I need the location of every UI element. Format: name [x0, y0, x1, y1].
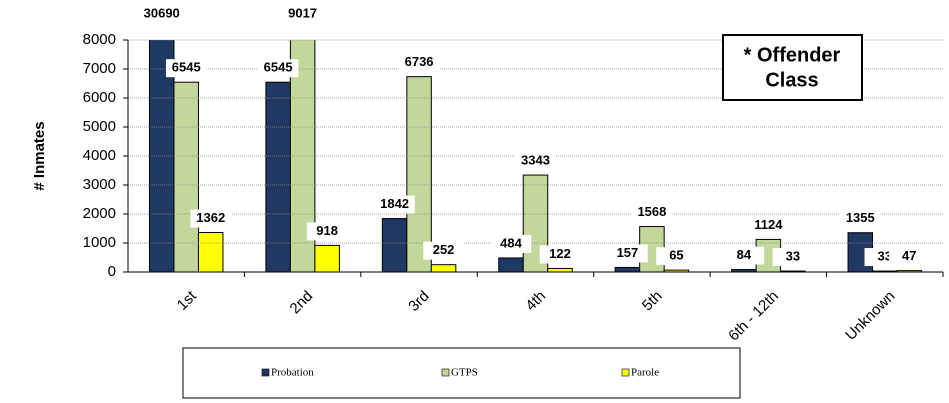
bar	[614, 266, 641, 272]
value-label-bg	[723, 246, 765, 265]
bar	[430, 264, 457, 272]
value-label: 1124	[754, 217, 783, 232]
bar	[547, 267, 573, 272]
y-tick-label: 7000	[83, 60, 116, 77]
legend-label: Probation	[271, 367, 314, 379]
value-label: 918	[316, 223, 338, 238]
value-label: 252	[433, 242, 455, 257]
value-label: 3343	[521, 152, 550, 167]
value-label: 33	[786, 248, 800, 263]
x-tick-label: 1st	[174, 287, 201, 314]
value-label: 6545	[264, 60, 293, 75]
value-label: 1355	[846, 210, 875, 225]
x-tick-label: 3rd	[405, 288, 432, 315]
value-label: 9017	[288, 5, 317, 20]
value-label-bg	[141, 5, 182, 23]
bar	[148, 40, 175, 272]
value-label-bg	[374, 195, 415, 214]
value-label-bg	[490, 234, 532, 253]
value-label: 6736	[405, 54, 434, 69]
value-label-bg	[656, 247, 697, 266]
legend-swatch	[261, 368, 270, 377]
x-tick-label: 5th	[639, 288, 666, 315]
value-label-bg	[539, 245, 581, 264]
legend-swatch	[621, 368, 630, 377]
value-label: 1842	[380, 196, 409, 211]
value-label: 6545	[172, 60, 201, 75]
value-label-bg	[607, 244, 648, 263]
y-tick-label: 5000	[83, 118, 116, 135]
bar	[197, 232, 224, 272]
value-label-bg	[889, 247, 930, 266]
y-tick-label: 2000	[83, 205, 116, 222]
value-label: 84	[737, 247, 752, 262]
bar	[265, 81, 291, 272]
bar	[314, 244, 340, 272]
y-tick-label: 4000	[83, 147, 116, 164]
bar	[381, 218, 408, 272]
y-tick-label: 1000	[83, 234, 116, 251]
value-label: 30690	[144, 5, 180, 20]
bar	[498, 257, 524, 272]
value-label-bg	[772, 248, 814, 267]
value-label-bg	[515, 152, 556, 171]
bar	[406, 76, 432, 272]
annotation: Class	[765, 69, 818, 91]
value-label: 47	[902, 248, 916, 263]
legend-label: Parole	[631, 367, 659, 379]
value-label: 1362	[196, 210, 225, 225]
value-label-bg	[840, 209, 881, 228]
legend-swatch	[441, 368, 450, 377]
value-label: 1568	[637, 204, 666, 219]
y-tick-label: 8000	[83, 31, 116, 48]
x-tick-label: 4th	[522, 288, 549, 315]
value-label: 65	[669, 248, 683, 263]
y-tick-label: 0	[108, 263, 116, 280]
y-tick-label: 6000	[83, 89, 116, 106]
value-label-bg	[423, 241, 464, 260]
legend-box	[182, 347, 741, 399]
annotation-box	[722, 34, 863, 101]
x-tick-label: 2nd	[287, 288, 317, 318]
value-label-bg	[257, 59, 299, 78]
value-label: 484	[500, 235, 522, 250]
value-label: 33	[878, 248, 892, 263]
value-label-bg	[306, 222, 348, 241]
value-label: 157	[617, 245, 639, 260]
value-label-bg	[190, 209, 231, 228]
annotation: * Offender	[744, 44, 841, 66]
value-label-bg	[165, 59, 207, 78]
bar	[173, 81, 199, 272]
value-label-bg	[398, 53, 440, 72]
value-label-bg	[748, 216, 789, 235]
y-tick-label: 3000	[83, 176, 116, 193]
legend-label: GTPS	[451, 367, 478, 379]
value-label-bg	[631, 203, 673, 222]
value-label: 122	[549, 246, 571, 261]
y-axis-label: # Inmates	[31, 121, 48, 190]
value-label-bg	[282, 5, 323, 23]
x-tick-label: 6th - 12th	[725, 288, 782, 345]
x-tick-label: Unknown	[842, 288, 898, 344]
